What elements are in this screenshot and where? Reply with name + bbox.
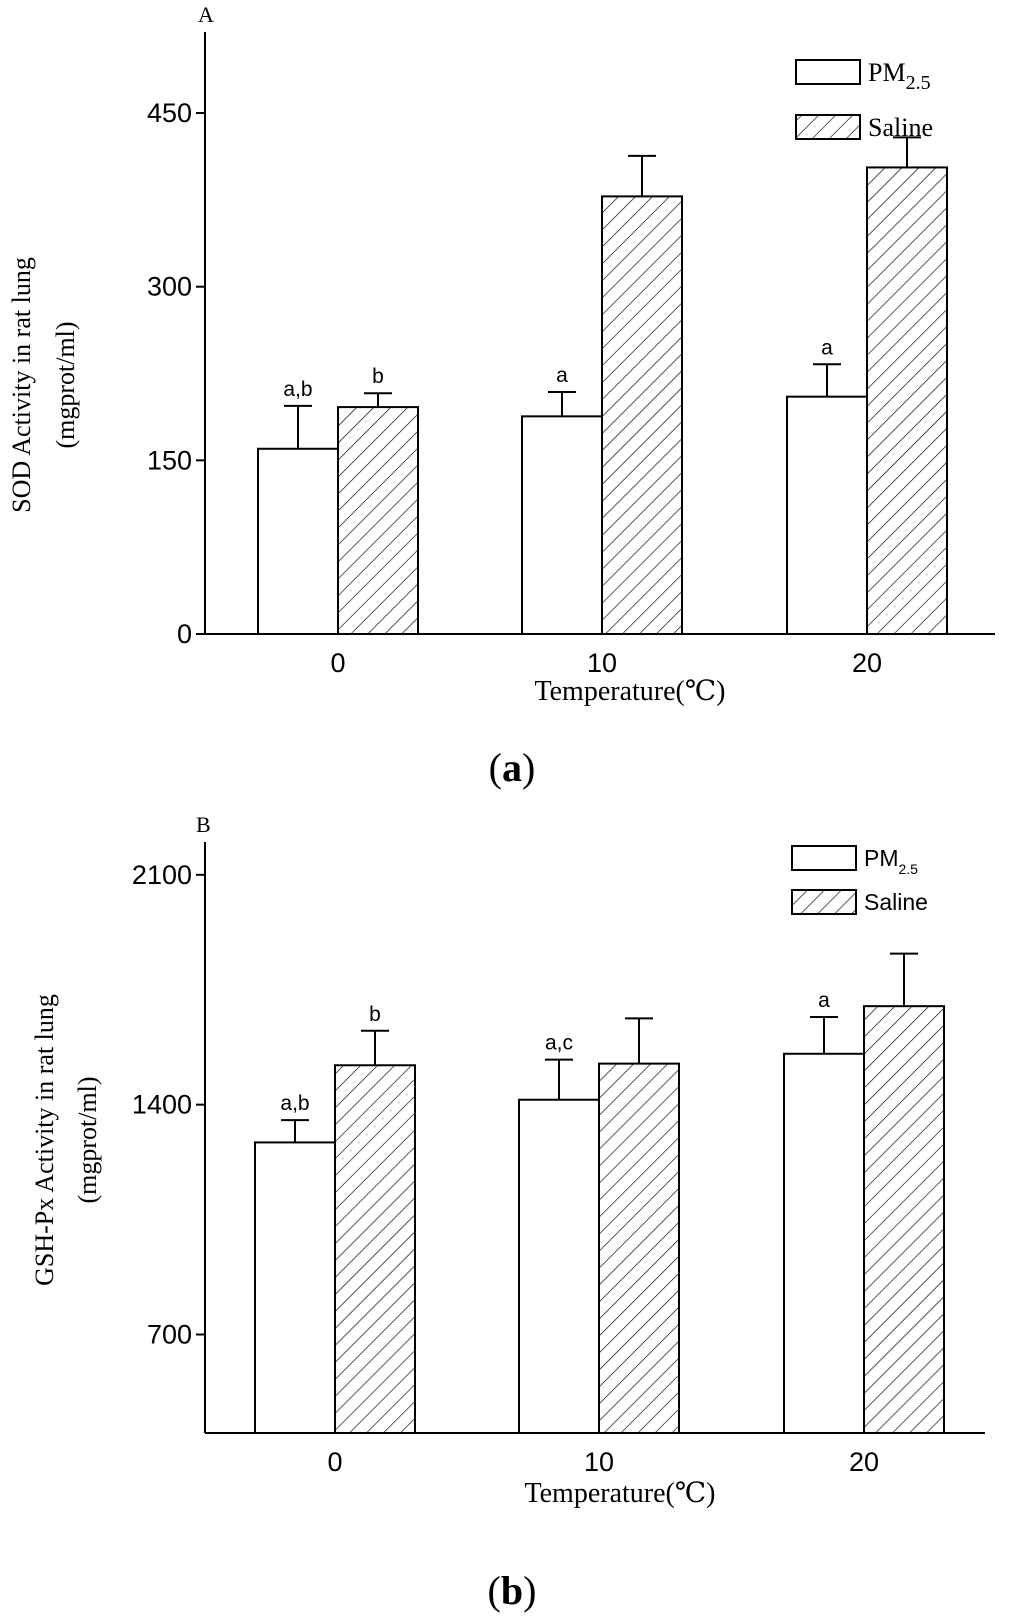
- significance-label: a: [818, 989, 830, 1012]
- significance-label: a: [556, 364, 568, 387]
- bar-pm25: [786, 395, 868, 635]
- bars-a: a,b b a a: [257, 136, 948, 636]
- x-axis-label-a: Temperature(℃): [534, 676, 725, 707]
- legend-swatch-pm: [795, 59, 861, 85]
- x-tick-label: 0: [327, 1447, 342, 1477]
- panel-letter-b: B: [196, 812, 211, 837]
- caption-b: (b): [488, 1568, 537, 1613]
- legend-a: PM2.5 Saline: [795, 58, 933, 142]
- x-tick-label: 10: [587, 648, 617, 678]
- x-tick-label: 10: [584, 1447, 614, 1477]
- bar-saline: [601, 195, 683, 635]
- x-tick-label: 20: [849, 1447, 879, 1477]
- y-tick-label: 150: [147, 445, 192, 475]
- significance-label: a,c: [545, 1032, 573, 1055]
- significance-label: a: [821, 336, 833, 359]
- y-tick-label: 700: [147, 1320, 192, 1350]
- bar-saline: [598, 1062, 680, 1434]
- x-categories-b: 0 10 20: [327, 1447, 879, 1477]
- legend-label-saline-b: Saline: [864, 889, 928, 915]
- x-tick-label: 20: [852, 648, 882, 678]
- chart-panel-b: B 700 1400 2100 a,b b a,c a 0 10 20 GSH-Px Acti…: [30, 812, 985, 1509]
- y-ticks-b: 700 1400 2100: [132, 860, 205, 1350]
- bar-pm25: [783, 1052, 865, 1435]
- legend-swatch-pm-b: [791, 845, 857, 871]
- significance-label: a,b: [283, 378, 312, 401]
- legend-label-saline: Saline: [868, 113, 933, 142]
- panel-letter-a: A: [198, 2, 214, 27]
- bar-pm25: [257, 447, 339, 635]
- significance-label: b: [369, 1003, 381, 1026]
- caption-a: (a): [489, 745, 536, 790]
- bar-saline: [337, 406, 419, 636]
- significance-label: a,b: [280, 1092, 309, 1115]
- y-tick-label: 0: [177, 619, 192, 649]
- y-ticks-a: 0 150 300 450: [147, 98, 205, 649]
- bar-saline: [334, 1064, 416, 1435]
- y-axis-label-b-line2: (mgprot/ml): [73, 1076, 102, 1203]
- y-axis-label-b-line1: GSH-Px Activity in rat lung: [30, 994, 59, 1286]
- x-categories-a: 0 10 20: [330, 648, 882, 678]
- bars-b: a,b b a,c a: [254, 952, 945, 1435]
- bar-saline: [866, 166, 948, 635]
- bar-pm25: [521, 415, 603, 635]
- y-tick-label: 300: [147, 272, 192, 302]
- x-axis-label-b: Temperature(℃): [524, 1478, 715, 1509]
- y-axis-label-a-line2: (mgprot/ml): [51, 321, 80, 448]
- y-tick-label: 450: [147, 98, 192, 128]
- y-axis-label-a-line1: SOD Activity in rat lung: [7, 257, 36, 513]
- legend-label-pm: PM2.5: [868, 58, 931, 94]
- y-tick-label: 1400: [132, 1090, 192, 1120]
- x-tick-label: 0: [330, 648, 345, 678]
- significance-label: b: [372, 365, 384, 388]
- legend-label-pm-b: PM2.5: [864, 845, 918, 877]
- legend-swatch-saline: [795, 114, 861, 140]
- legend-swatch-saline-b: [791, 889, 857, 915]
- bar-saline: [863, 1005, 945, 1435]
- legend-b: PM2.5 Saline: [791, 845, 928, 915]
- chart-panel-a: A 0 150 300 450 a,b b a a 0 10 20 SOD Activity i…: [7, 2, 995, 707]
- y-tick-label: 2100: [132, 860, 192, 890]
- bar-pm25: [254, 1141, 336, 1435]
- bar-pm25: [518, 1098, 600, 1435]
